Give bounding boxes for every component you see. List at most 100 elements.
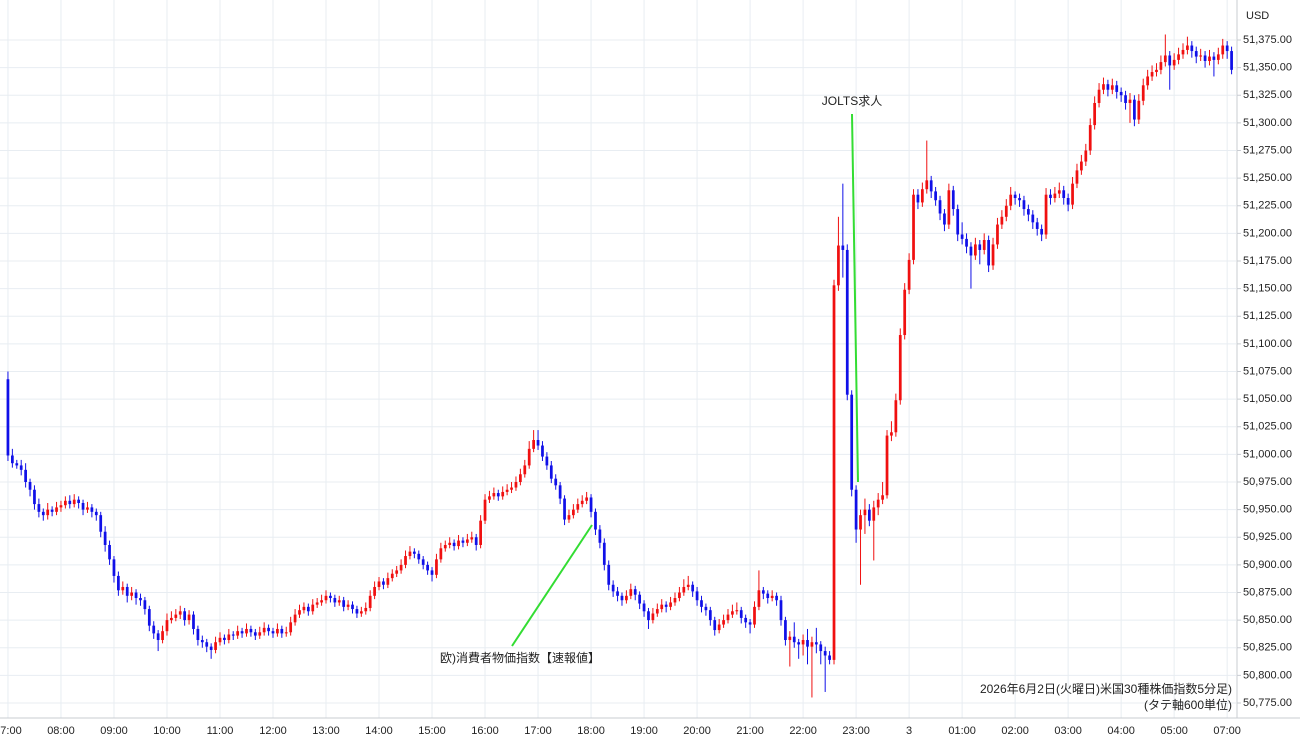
candle-body	[863, 509, 867, 516]
candle-body	[99, 515, 103, 532]
candle-body	[549, 465, 553, 479]
candle-body	[885, 435, 889, 496]
candle-body	[814, 642, 818, 645]
candle-body	[165, 620, 169, 632]
candle-body	[965, 238, 968, 247]
candle-body	[589, 497, 593, 512]
candle-body	[112, 559, 116, 576]
candle-body	[806, 640, 809, 647]
candle-body	[302, 606, 306, 611]
y-tick-label: 50,975.00	[1243, 476, 1292, 488]
candle-body	[276, 628, 279, 634]
y-tick-label: 50,950.00	[1243, 504, 1292, 516]
candle-body	[337, 600, 341, 603]
x-tick-label: 22:00	[789, 725, 817, 737]
candle-body	[510, 487, 513, 490]
candle-body	[452, 542, 456, 547]
y-tick-label: 51,300.00	[1243, 117, 1292, 129]
candle-body	[245, 628, 248, 634]
candle-body	[161, 631, 164, 641]
candle-body	[218, 637, 222, 643]
candle-body	[253, 632, 257, 636]
candle-body	[837, 245, 840, 286]
candle-body	[872, 507, 876, 521]
candle-body	[262, 627, 266, 633]
candle-body	[947, 190, 951, 225]
candle-body	[333, 598, 337, 603]
candle-body	[1040, 228, 1044, 235]
candle-body	[443, 544, 447, 549]
candle-body	[1106, 84, 1110, 90]
candle-body	[757, 590, 761, 607]
candle-body	[435, 559, 438, 575]
candle-body	[912, 194, 915, 260]
candle-body	[386, 578, 390, 585]
candle-body	[187, 614, 191, 621]
candle-body	[1075, 170, 1079, 184]
candle-body	[351, 604, 354, 610]
y-tick-label: 50,925.00	[1243, 531, 1292, 543]
candle-body	[850, 394, 854, 490]
axes: 50,775.00 50,800.00 50,825.00 50,850.00 50,8…	[0, 34, 1292, 737]
candle-body	[377, 581, 381, 587]
candle-body	[956, 209, 960, 235]
candle-body	[519, 474, 522, 482]
candle-body	[1084, 150, 1088, 162]
candle-body	[894, 400, 898, 433]
candle-body	[974, 244, 977, 256]
candle-body	[682, 586, 686, 593]
candle-body	[876, 499, 880, 508]
candle-body	[249, 628, 253, 633]
candle-body	[558, 485, 562, 499]
candle-body	[545, 456, 549, 466]
candle-body	[532, 440, 535, 449]
candle-body	[280, 628, 284, 634]
candle-body	[1066, 198, 1070, 205]
candle-body	[890, 432, 893, 436]
y-tick-label: 51,175.00	[1243, 255, 1292, 267]
candle-body	[174, 614, 178, 618]
x-tick-label: 19:00	[630, 725, 658, 737]
candle-body	[1022, 200, 1026, 210]
candle-body	[766, 593, 770, 599]
candle-body	[231, 634, 235, 636]
x-tick-label: 11:00	[207, 725, 234, 737]
x-tick-label: 3	[906, 725, 912, 737]
candle-body	[368, 595, 372, 608]
candle-body	[620, 595, 624, 601]
candle-body	[417, 553, 421, 560]
candle-body	[505, 489, 509, 492]
candle-body	[474, 537, 478, 545]
candle-body	[125, 586, 129, 596]
candle-body	[828, 655, 831, 660]
candle-body	[960, 234, 964, 239]
candle-body	[306, 606, 310, 612]
candle-body	[359, 611, 363, 614]
x-tick-label: 01:00	[948, 725, 976, 737]
candle-body	[293, 614, 297, 623]
currency: USD	[1246, 10, 1269, 22]
y-tick-label: 50,875.00	[1243, 586, 1292, 598]
y-tick-label: 50,850.00	[1243, 614, 1292, 626]
candle-body	[271, 631, 275, 634]
candle-body	[832, 285, 836, 660]
candle-body	[770, 595, 774, 599]
candle-body	[722, 620, 725, 625]
candle-body	[156, 633, 160, 641]
y-tick-label: 50,825.00	[1243, 642, 1292, 654]
y-tick-label: 51,350.00	[1243, 62, 1292, 74]
candle-body	[121, 586, 125, 591]
candle-body	[1163, 55, 1167, 63]
candle-body	[72, 499, 76, 505]
candle-body	[183, 611, 187, 621]
annotation: 欧)消費者物価指数【速報値】	[440, 650, 600, 665]
candle-body	[227, 634, 231, 641]
candle-body	[867, 509, 871, 521]
candle-body	[708, 610, 712, 621]
candle-body	[859, 515, 862, 530]
candle-body	[108, 544, 111, 560]
candle-body	[1128, 99, 1132, 103]
candle-body	[1071, 183, 1074, 205]
candle-body	[1225, 45, 1229, 52]
